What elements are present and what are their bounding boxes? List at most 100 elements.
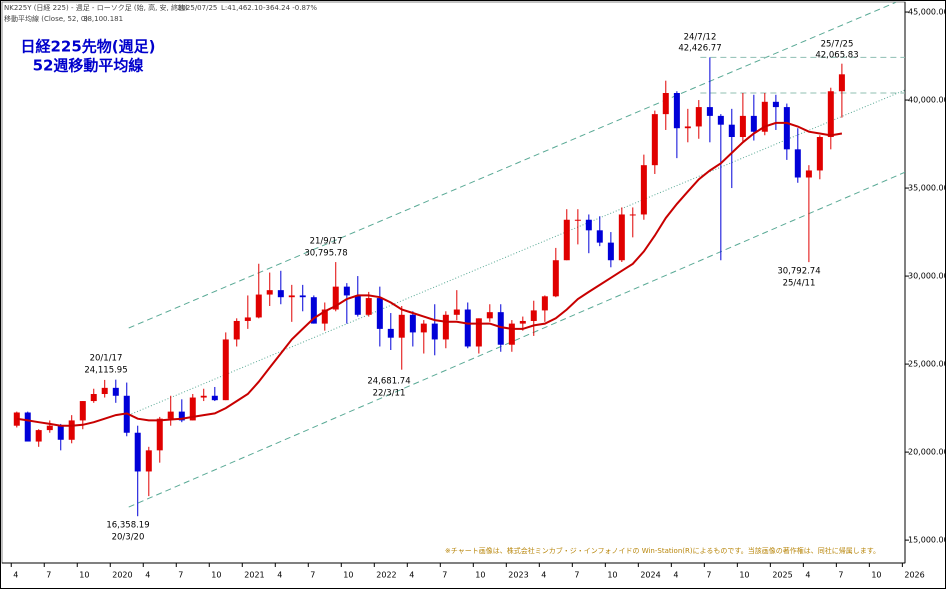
candle-body [838, 74, 845, 92]
x-tick-label: 10 [739, 571, 749, 580]
x-tick-label: 2022 [376, 571, 396, 580]
y-tick-label: 40,000.00 [908, 96, 946, 105]
candle-body [695, 107, 702, 127]
candle-body [244, 317, 251, 321]
candle-body [387, 328, 394, 338]
candle-body [651, 114, 658, 166]
annotation: 25/7/25 [821, 40, 854, 50]
candle-body [508, 323, 515, 345]
candle-body [629, 214, 636, 216]
candle-body [266, 290, 273, 295]
candle-body [761, 101, 768, 132]
header-instrument: NK225Y (日経 225) - 週足 - ローソク足 (始, 高, 安, 終… [4, 3, 188, 12]
header-date: 2025/07/25 [177, 4, 217, 12]
candle-body [332, 286, 339, 310]
x-tick-label: 7 [310, 571, 315, 580]
x-tick-label: 10 [343, 571, 353, 580]
x-tick-label: 4 [13, 571, 18, 580]
x-tick-label: 2026 [904, 571, 924, 580]
annotation: 16,358.19 [106, 521, 149, 531]
annotation: 42,426.77 [678, 44, 721, 54]
chart-title: 日経225先物(週足) [20, 38, 155, 56]
x-tick-label: 4 [805, 571, 810, 580]
candle-body [321, 309, 328, 324]
candle-body [398, 314, 405, 338]
trend-line [128, 89, 905, 416]
x-tick-label: 2025 [772, 571, 792, 580]
candle-body [486, 312, 493, 319]
candle-body [541, 296, 548, 311]
x-tick-label: 4 [409, 571, 414, 580]
y-tick-label: 30,000.00 [908, 272, 946, 281]
y-tick-label: 25,000.00 [908, 360, 946, 369]
candle-body [79, 401, 86, 421]
candle-body [816, 137, 823, 171]
candle-body [662, 93, 669, 115]
candle-body [673, 93, 680, 129]
x-tick-label: 2023 [508, 571, 528, 580]
annotation: 24,681.74 [367, 377, 410, 387]
candle-body [827, 91, 834, 138]
plot-content [13, 2, 905, 517]
x-tick-label: 7 [442, 571, 447, 580]
candle-body [299, 295, 306, 298]
header-change: -364.24 -0.87% [263, 4, 317, 12]
candle-body [222, 339, 229, 401]
candle-body [46, 425, 53, 431]
annotation: 21/9/17 [310, 237, 343, 247]
candle-body [354, 295, 361, 315]
candle-body [464, 309, 471, 347]
annotation: 25/4/11 [783, 279, 816, 289]
candle-body [24, 412, 31, 442]
candle-body [717, 115, 724, 125]
x-tick-label: 7 [838, 571, 843, 580]
annotation: 22/3/11 [373, 389, 406, 399]
annotation: 20/1/17 [90, 354, 123, 364]
candle-body [200, 395, 207, 398]
annotation: 30,792.74 [777, 267, 820, 277]
candle-body [233, 320, 240, 340]
candle-body [783, 107, 790, 150]
candle-body [376, 298, 383, 329]
candle-body [255, 294, 262, 318]
candle-body [145, 450, 152, 472]
x-tick-label: 4 [145, 571, 150, 580]
candle-body [750, 115, 757, 132]
candle-body [420, 323, 427, 333]
chart-subtitle: 52週移動平均線 [33, 57, 144, 75]
candle-body [563, 219, 570, 261]
annotation: 30,795.78 [304, 249, 347, 259]
annotation: 20/3/20 [112, 533, 145, 543]
x-tick-label: 7 [46, 571, 51, 580]
candle-body [310, 297, 317, 324]
x-tick-label: 7 [706, 571, 711, 580]
candle-body [211, 395, 218, 401]
x-tick-label: 10 [871, 571, 881, 580]
candle-body [343, 286, 350, 296]
x-tick-label: 2020 [112, 571, 132, 580]
candle-body [101, 387, 108, 395]
x-tick-label: 10 [607, 571, 617, 580]
trend-line [128, 171, 905, 508]
x-tick-label: 2021 [244, 571, 264, 580]
moving-average-line [16, 121, 843, 427]
trend-line [128, 2, 896, 329]
candle-body [706, 107, 713, 116]
candle-body [156, 418, 163, 451]
annotation: 42,065.83 [815, 51, 858, 61]
x-tick-label: 4 [541, 571, 546, 580]
candle-body [519, 320, 526, 324]
candle-body [90, 394, 97, 402]
x-tick-label: 10 [211, 571, 221, 580]
candle-body [805, 170, 812, 178]
header-last: L:41,462.10 [221, 4, 263, 12]
candle-body [794, 149, 801, 178]
x-tick-label: 7 [574, 571, 579, 580]
x-tick-label: 10 [79, 571, 89, 580]
candle-body [431, 323, 438, 340]
candle-body [684, 126, 691, 129]
x-tick-label: 2024 [640, 571, 660, 580]
candle-body [453, 309, 460, 315]
x-tick-label: 4 [673, 571, 678, 580]
